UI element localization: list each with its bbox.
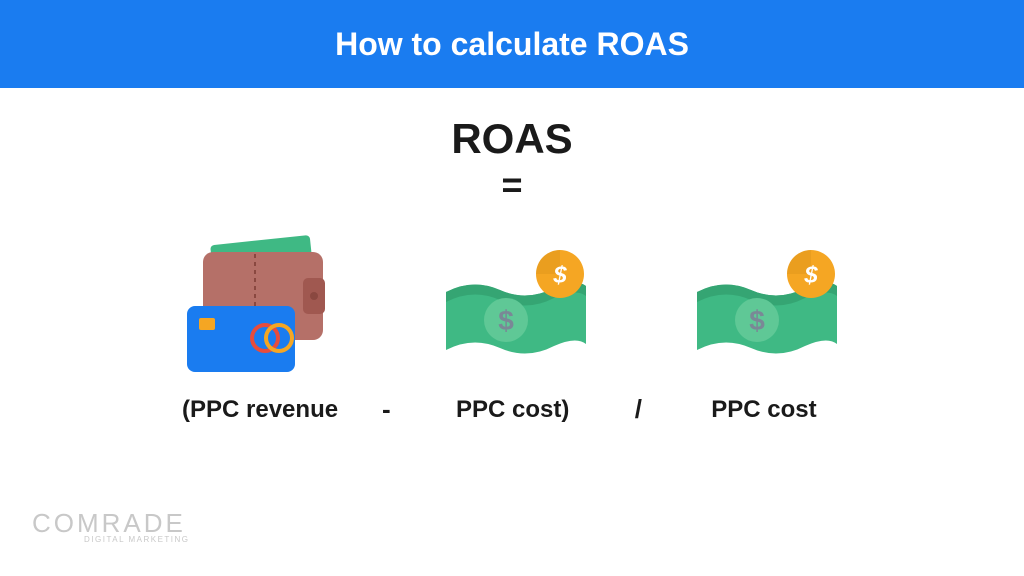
logo-sub-text: DIGITAL MARKETING [84, 535, 190, 544]
term-label-cost-2: PPC cost [711, 396, 816, 424]
header-banner: How to calculate ROAS [0, 0, 1024, 88]
header-title: How to calculate ROAS [335, 26, 689, 63]
formula-term-cost-2: $ $ PPC cost [674, 234, 854, 424]
operator-divide: / [635, 394, 642, 425]
svg-text:$: $ [749, 305, 765, 336]
term-label-revenue: (PPC revenue [182, 396, 338, 424]
formula-row: (PPC revenue - $ $ PPC cost) [0, 234, 1024, 425]
formula-term-cost-1: $ $ PPC cost) [423, 234, 603, 424]
operator-minus: - [382, 394, 391, 425]
equals-sign: = [451, 164, 572, 206]
term-label-cost-1: PPC cost) [456, 396, 569, 424]
brand-logo: COMRADE DIGITAL MARKETING [32, 508, 190, 544]
svg-text:$: $ [552, 262, 567, 289]
formula-term-revenue: (PPC revenue [170, 234, 350, 424]
svg-text:$: $ [498, 305, 514, 336]
money-coin-icon: $ $ [674, 234, 854, 374]
money-coin-icon: $ $ [423, 234, 603, 374]
wallet-card-icon [170, 234, 350, 374]
svg-text:$: $ [803, 262, 818, 289]
roas-label: ROAS [451, 116, 572, 162]
formula-content: ROAS = [0, 88, 1024, 425]
formula-result: ROAS = [451, 116, 572, 206]
